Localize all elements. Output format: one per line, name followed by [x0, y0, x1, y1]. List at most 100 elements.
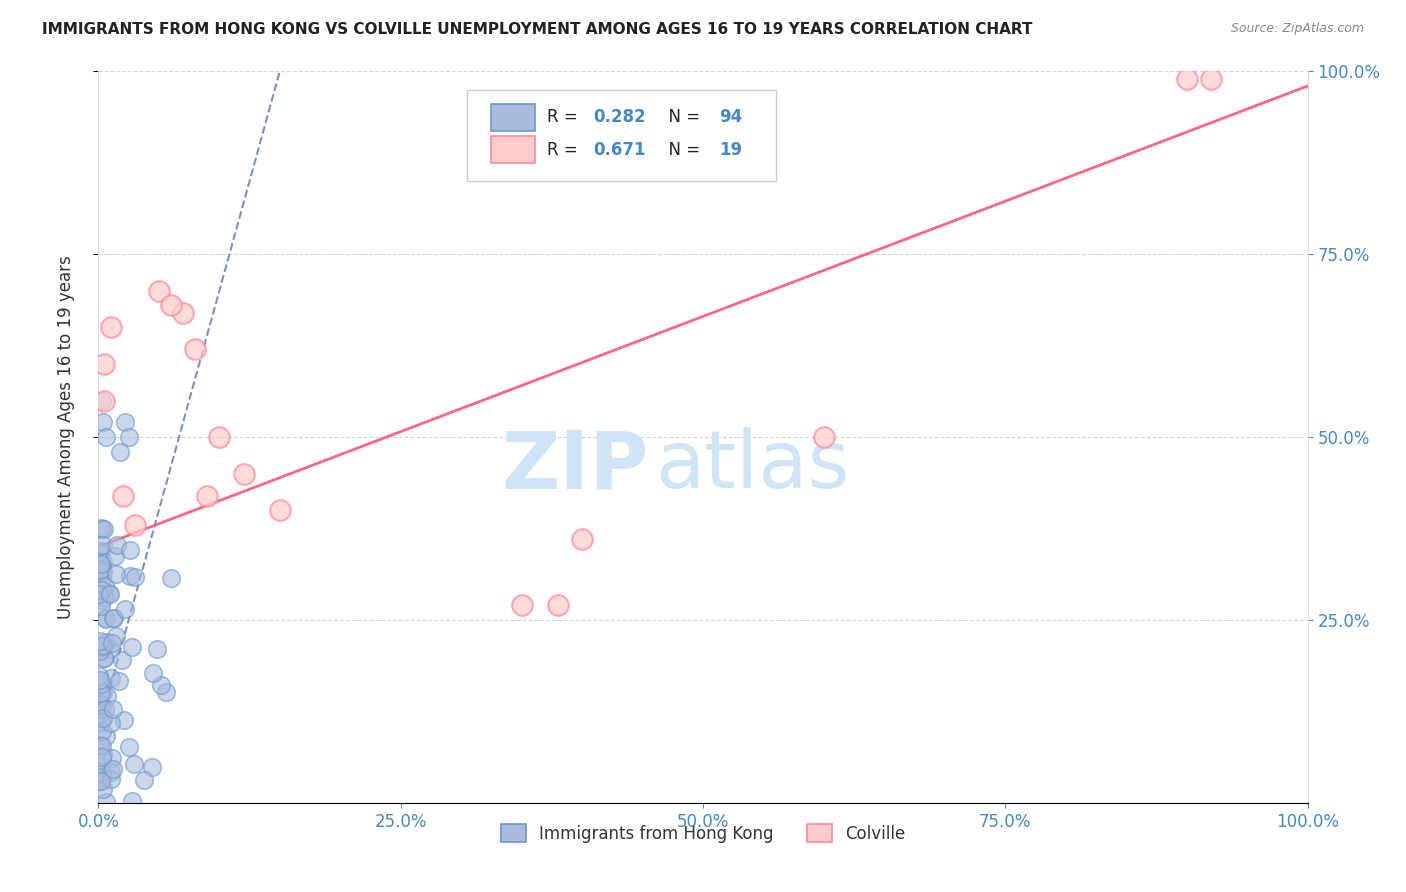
Point: [100, 716, 122, 731]
Point: [101, 611, 124, 625]
Point: [100, 764, 122, 779]
FancyBboxPatch shape: [492, 136, 534, 163]
Point: [91, 711, 114, 725]
Point: [89, 698, 111, 712]
Point: [172, 306, 194, 320]
Text: 94: 94: [718, 109, 742, 127]
Point: [90, 592, 112, 607]
Point: [150, 678, 173, 692]
Point: [90, 706, 112, 721]
Text: 0.282: 0.282: [593, 109, 645, 127]
Point: [94, 579, 117, 593]
Text: atlas: atlas: [655, 427, 849, 506]
Point: [104, 549, 127, 563]
Point: [90, 523, 112, 537]
Point: [91, 566, 114, 580]
Point: [124, 517, 146, 532]
Point: [90, 686, 112, 700]
Point: [108, 444, 131, 458]
Point: [100, 320, 122, 334]
Text: 19: 19: [718, 141, 742, 159]
Point: [108, 673, 131, 688]
Point: [93, 590, 115, 604]
Point: [90, 639, 112, 653]
Point: [98, 642, 121, 657]
Point: [91, 583, 114, 598]
Point: [100, 636, 122, 650]
Point: [90, 558, 112, 573]
Point: [96, 635, 118, 649]
Point: [90, 599, 112, 613]
Point: [90, 773, 112, 788]
Point: [114, 602, 136, 616]
Point: [112, 713, 135, 727]
Point: [98, 587, 121, 601]
Point: [160, 298, 183, 312]
Point: [145, 642, 167, 657]
Point: [90, 544, 112, 558]
FancyBboxPatch shape: [492, 104, 534, 130]
Point: [184, 343, 207, 357]
Point: [100, 772, 122, 787]
FancyBboxPatch shape: [467, 90, 776, 181]
Point: [94, 729, 117, 743]
Point: [91, 639, 114, 653]
Point: [813, 430, 835, 444]
Text: IMMIGRANTS FROM HONG KONG VS COLVILLE UNEMPLOYMENT AMONG AGES 16 TO 19 YEARS COR: IMMIGRANTS FROM HONG KONG VS COLVILLE UN…: [42, 22, 1032, 37]
Point: [121, 794, 143, 808]
Point: [232, 467, 254, 481]
Point: [121, 640, 143, 654]
Point: [118, 430, 141, 444]
Point: [90, 521, 112, 535]
Point: [90, 739, 112, 753]
Text: R =: R =: [547, 141, 583, 159]
Point: [118, 739, 141, 754]
Point: [90, 562, 112, 576]
Point: [101, 751, 124, 765]
Point: [90, 700, 112, 714]
Point: [89, 773, 111, 788]
Point: [89, 707, 111, 722]
Point: [89, 643, 111, 657]
Point: [195, 489, 218, 503]
Point: [93, 638, 115, 652]
Point: [90, 557, 112, 571]
Point: [89, 714, 111, 729]
Point: [100, 671, 122, 685]
Point: [91, 393, 114, 408]
Text: N =: N =: [658, 109, 706, 127]
Legend: Immigrants from Hong Kong, Colville: Immigrants from Hong Kong, Colville: [494, 818, 912, 849]
Point: [104, 629, 127, 643]
Point: [93, 651, 115, 665]
Point: [90, 560, 112, 574]
Point: [93, 357, 115, 371]
Point: [96, 689, 118, 703]
Point: [1175, 71, 1198, 86]
Point: [98, 586, 121, 600]
Text: N =: N =: [658, 141, 706, 159]
Point: [104, 567, 127, 582]
Y-axis label: Unemployment Among Ages 16 to 19 years: Unemployment Among Ages 16 to 19 years: [56, 255, 75, 619]
Point: [103, 611, 125, 625]
Text: Source: ZipAtlas.com: Source: ZipAtlas.com: [1230, 22, 1364, 36]
Point: [90, 572, 112, 586]
Point: [91, 748, 114, 763]
Point: [91, 766, 114, 780]
Point: [87, 587, 110, 601]
Point: [91, 770, 114, 784]
Point: [87, 642, 110, 657]
Point: [208, 430, 231, 444]
Point: [148, 284, 170, 298]
Point: [155, 685, 177, 699]
Point: [87, 545, 110, 559]
Point: [510, 599, 533, 613]
Point: [91, 555, 114, 569]
Point: [91, 782, 114, 797]
Point: [94, 610, 117, 624]
Point: [91, 416, 114, 430]
Point: [93, 650, 115, 665]
Text: 0.671: 0.671: [593, 141, 645, 159]
Point: [118, 569, 141, 583]
Point: [142, 665, 165, 680]
Point: [547, 599, 569, 613]
